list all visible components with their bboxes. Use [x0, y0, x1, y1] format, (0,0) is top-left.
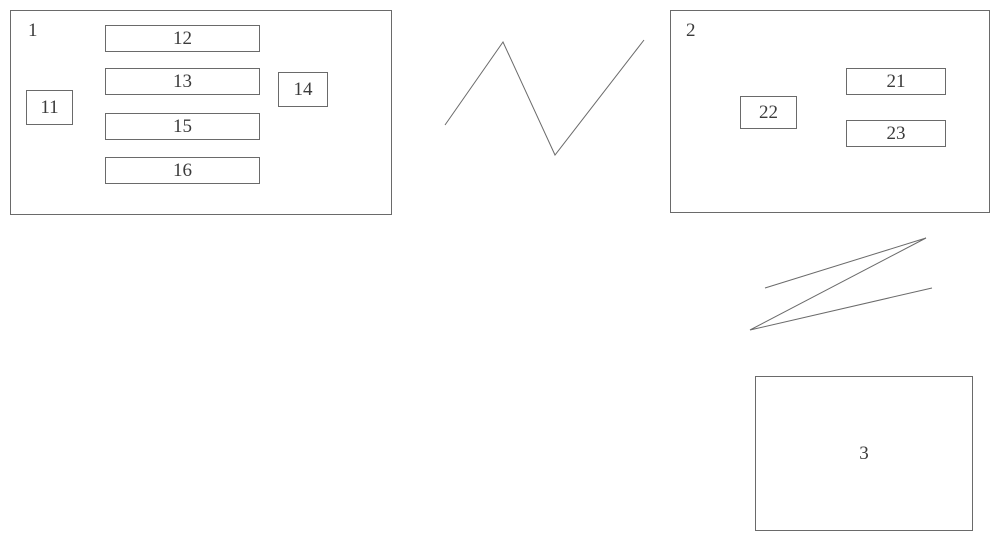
node-21: 21	[846, 68, 946, 95]
node-21-label: 21	[887, 71, 906, 93]
block1-label: 1	[28, 20, 38, 42]
node-13: 13	[105, 68, 260, 95]
node-16-label: 16	[173, 160, 192, 182]
node-15-label: 15	[173, 116, 192, 138]
node-11: 11	[26, 90, 73, 125]
block3-frame: 3	[755, 376, 973, 531]
node-12-label: 12	[173, 28, 192, 50]
node-14-label: 14	[294, 79, 313, 101]
block2-label: 2	[686, 20, 696, 42]
node-15: 15	[105, 113, 260, 140]
node-22-label: 22	[759, 102, 778, 124]
node-22: 22	[740, 96, 797, 129]
block3-label: 3	[859, 443, 869, 465]
node-14: 14	[278, 72, 328, 107]
node-13-label: 13	[173, 71, 192, 93]
block2-frame	[670, 10, 990, 213]
node-11-label: 11	[40, 97, 58, 119]
node-16: 16	[105, 157, 260, 184]
zigzag-2	[750, 238, 932, 330]
node-23: 23	[846, 120, 946, 147]
zigzag-1	[445, 40, 644, 155]
node-23-label: 23	[887, 123, 906, 145]
node-12: 12	[105, 25, 260, 52]
